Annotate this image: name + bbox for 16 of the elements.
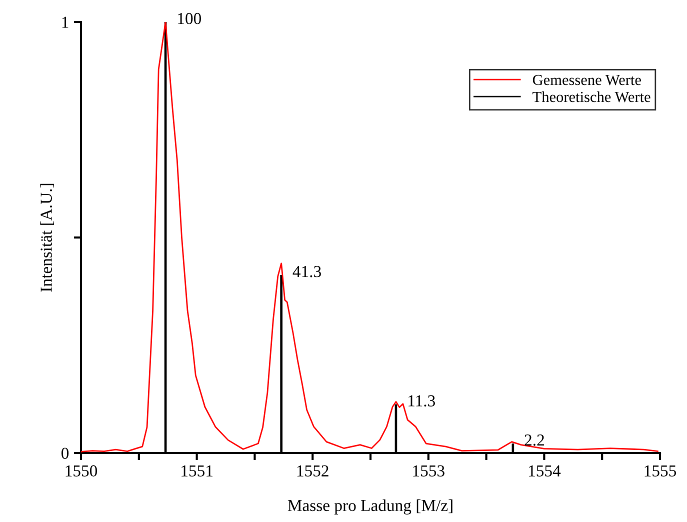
legend-label: Gemessene Werte [532,74,641,86]
y-axis-title: Intensität [A.U.] [40,184,54,292]
annotation: 2.2 [524,434,544,446]
annotation: 100 [178,12,202,24]
x-tick-label: 1554 [529,465,561,477]
annotation: 11.3 [408,395,435,407]
y-tick-label: 0 [61,448,69,459]
annotation: 41.3 [292,266,321,278]
x-tick-label: 1550 [66,465,98,477]
legend-label: Theoretische Werte [532,91,650,102]
x-tick-label: 1551 [182,465,212,477]
x-axis-title: Masse pro Ladung [M/z] [288,499,452,515]
y-tick-label: 1 [62,16,68,28]
x-tick-label: 1552 [297,465,328,477]
x-tick-label: 1553 [413,465,444,477]
x-tick-label: 1555 [644,465,676,477]
